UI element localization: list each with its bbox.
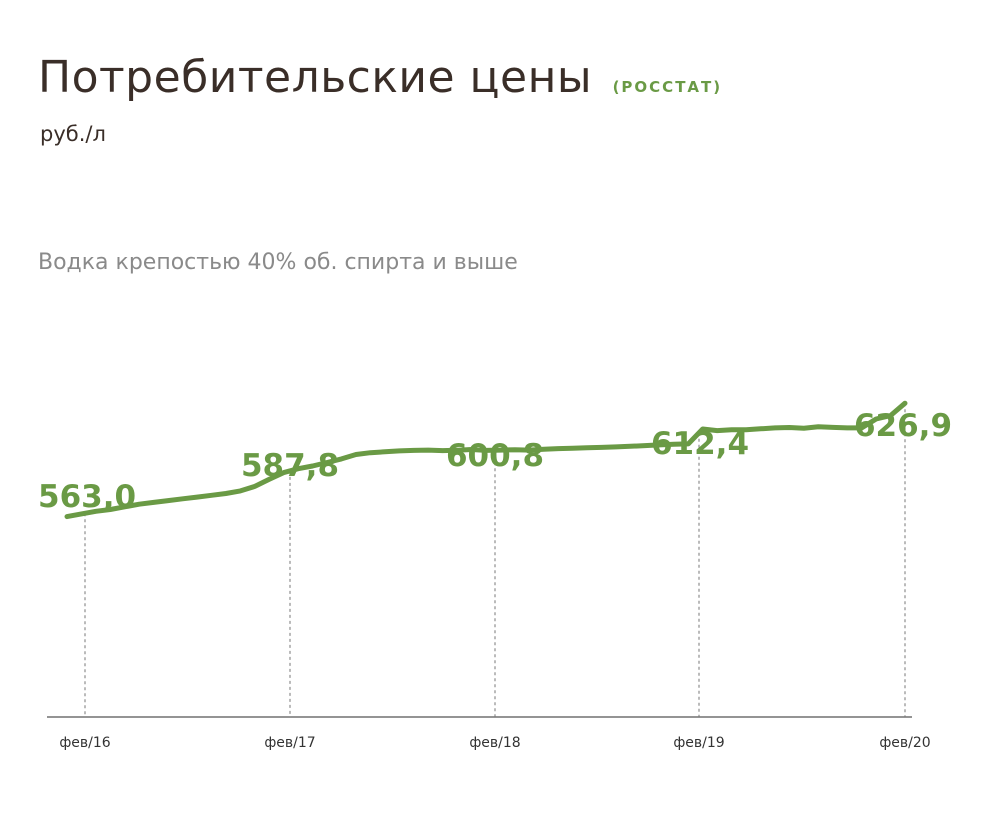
chart-title-text: Потребительские цены [38,52,593,103]
chart-subtitle: Водка крепостью 40% об. спирта и выше [38,250,518,275]
chart-source: (РОССТАТ) [612,78,723,96]
data-label: 563,0 [38,479,136,515]
x-tick-label: фев/18 [469,735,520,751]
data-label: 587,8 [241,448,339,484]
data-label: 626,9 [854,408,952,444]
x-tick-label: фев/16 [59,735,110,751]
series-line [64,400,908,520]
x-tick-label: фев/20 [879,735,930,751]
data-label: 600,8 [446,438,544,474]
chart-unit: руб./л [40,122,106,146]
x-tick-label: фев/19 [673,735,724,751]
data-label: 612,4 [651,426,749,462]
chart-title: Потребительские цены (РОССТАТ) [38,52,722,103]
x-tick-label: фев/17 [264,735,315,751]
